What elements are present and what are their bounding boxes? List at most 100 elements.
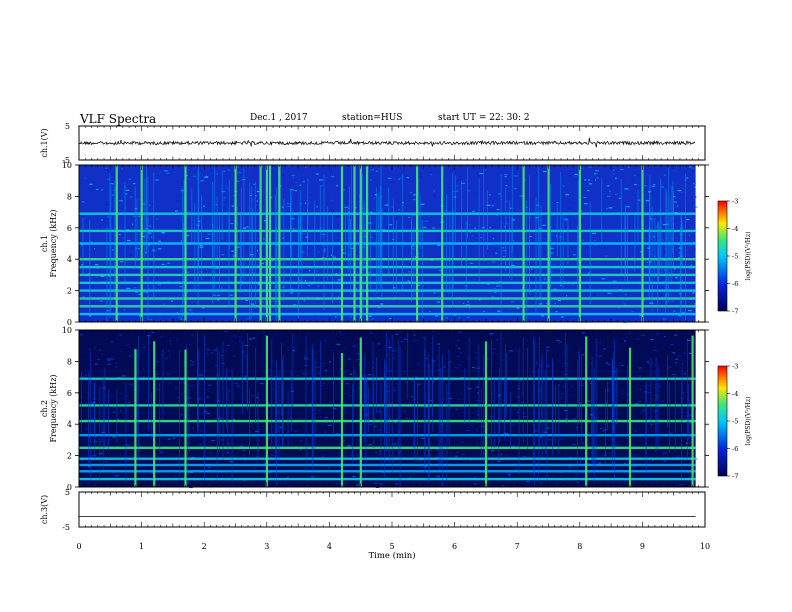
noise-speck (456, 355, 460, 358)
noise-speck (561, 393, 564, 395)
noise-speck (235, 166, 239, 168)
noise-speck (307, 284, 311, 287)
spectral-streak (90, 352, 92, 481)
spectral-streak (312, 343, 314, 472)
noise-speck (85, 374, 87, 376)
start-time-label: start UT = 22: 30: 2 (438, 113, 530, 123)
noise-speck (91, 188, 95, 190)
noise-speck (355, 288, 357, 290)
noise-speck (457, 182, 461, 184)
spectral-streak (124, 183, 126, 285)
noise-speck (480, 237, 483, 239)
noise-speck (376, 170, 378, 172)
noise-speck (627, 422, 631, 424)
noise-speck (180, 318, 183, 320)
noise-speck (638, 367, 642, 369)
noise-speck (437, 244, 441, 247)
noise-speck (93, 484, 97, 486)
spectral-streak (249, 182, 251, 320)
noise-speck (423, 286, 426, 288)
spectral-streak (282, 359, 283, 447)
spectral-streak (275, 375, 277, 461)
noise-speck (651, 247, 654, 249)
noise-speck (607, 393, 609, 395)
noise-speck (631, 467, 633, 469)
noise-speck (223, 197, 225, 199)
noise-speck (559, 380, 563, 382)
spectral-streak (292, 333, 294, 409)
noise-speck (97, 225, 102, 227)
noise-speck (109, 184, 112, 186)
spectral-streak (661, 219, 663, 273)
noise-speck (649, 302, 654, 304)
noise-speck (433, 360, 435, 362)
noise-speck (82, 234, 86, 236)
noise-speck (651, 482, 654, 484)
noise-speck (216, 173, 219, 175)
noise-speck (491, 205, 494, 207)
x-tick-label: 7 (515, 542, 520, 551)
noise-speck (606, 389, 611, 391)
noise-speck (482, 310, 486, 312)
noise-speck (110, 341, 114, 343)
spectral-streak (446, 194, 447, 291)
noise-speck (511, 445, 515, 447)
noise-speck (583, 472, 585, 474)
noise-speck (138, 315, 142, 317)
noise-speck (302, 181, 305, 183)
spectral-streak (498, 376, 500, 460)
noise-speck (500, 453, 502, 455)
noise-speck (645, 200, 650, 202)
noise-speck (670, 300, 675, 302)
x-axis-label: Time (min) (368, 550, 415, 561)
noise-speck (241, 226, 245, 228)
spectral-streak (612, 360, 613, 419)
noise-speck (474, 410, 479, 412)
spectral-streak (478, 345, 480, 421)
noise-speck (244, 345, 249, 347)
noise-speck (119, 234, 121, 236)
x-tick-label: 8 (577, 542, 582, 551)
noise-speck (406, 177, 409, 179)
spectral-streak (658, 221, 659, 282)
noise-speck (457, 451, 459, 453)
spectral-streak (386, 382, 388, 447)
spectral-streak (251, 209, 253, 280)
noise-speck (159, 233, 163, 235)
spectral-streak (625, 204, 626, 274)
noise-speck (685, 415, 690, 417)
noise-speck (149, 204, 151, 206)
noise-speck (89, 183, 93, 185)
noise-speck (641, 379, 643, 381)
noise-speck (332, 333, 334, 335)
spectral-streak (352, 384, 353, 462)
noise-speck (619, 363, 621, 365)
waveform-trace (78, 137, 696, 148)
noise-speck (599, 406, 602, 408)
noise-speck (299, 449, 302, 451)
noise-speck (331, 199, 333, 201)
spectral-streak (287, 391, 289, 447)
spectral-streak (138, 336, 139, 462)
noise-speck (271, 315, 276, 317)
noise-speck (665, 309, 667, 311)
noise-speck (283, 482, 287, 484)
noise-speck (379, 450, 382, 452)
y-tick-label: -5 (62, 156, 70, 165)
noise-speck (459, 175, 463, 177)
spectral-streak (467, 166, 468, 239)
noise-speck (146, 309, 148, 311)
noise-speck (231, 205, 235, 207)
noise-speck (263, 220, 266, 222)
noise-speck (110, 183, 114, 185)
noise-speck (495, 193, 499, 195)
noise-speck (458, 347, 461, 349)
noise-speck (675, 245, 680, 247)
noise-speck (358, 483, 361, 485)
noise-speck (411, 245, 415, 247)
noise-speck (458, 364, 461, 366)
noise-speck (592, 294, 597, 296)
noise-speck (683, 412, 688, 414)
noise-speck (398, 331, 401, 333)
spectral-streak (388, 187, 390, 275)
